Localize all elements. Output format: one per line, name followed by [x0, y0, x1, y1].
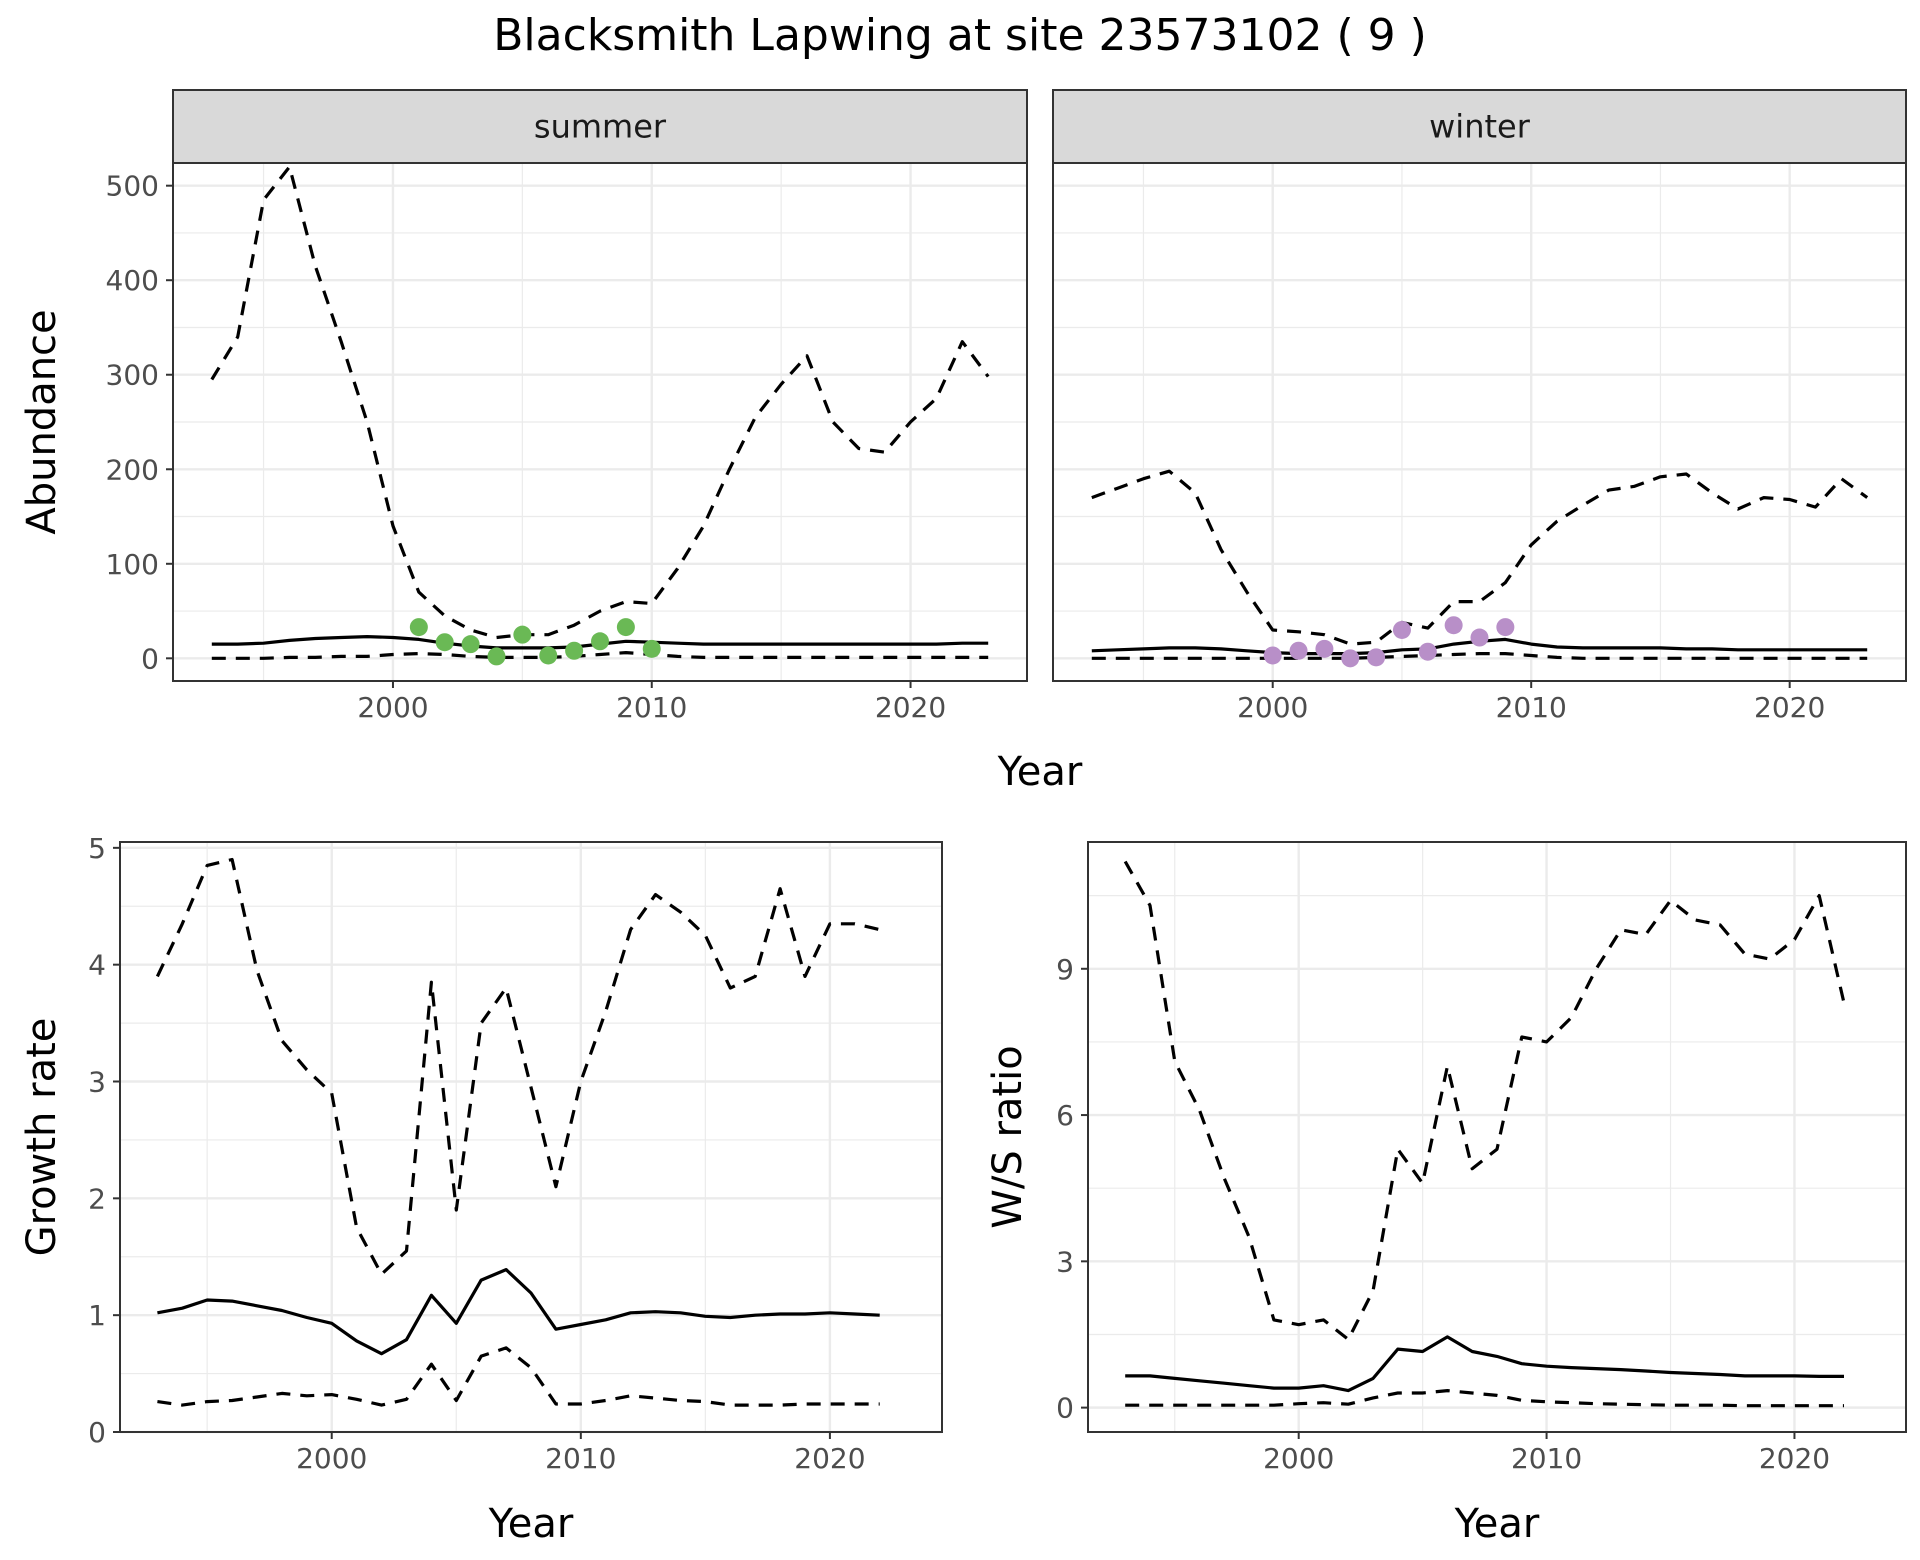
summer-y-axis-title: Abundance — [19, 309, 65, 534]
x-tick-label: 2010 — [1511, 1442, 1582, 1475]
y-tick-label: 4 — [88, 949, 106, 982]
y-tick-label: 9 — [1056, 953, 1074, 986]
y-tick-label: 5 — [88, 832, 106, 865]
y-tick-label: 100 — [106, 548, 159, 581]
winter-observation-point — [1444, 616, 1463, 635]
growth-y-axis-title: Growth rate — [19, 1018, 65, 1257]
x-tick-label: 2000 — [1263, 1442, 1334, 1475]
winter-observation-point — [1418, 642, 1437, 661]
summer-observation-point — [487, 647, 506, 666]
x-tick-label: 2010 — [1496, 691, 1567, 724]
growth-lower-line — [157, 1346, 880, 1407]
summer-observation-point — [539, 646, 558, 665]
ratio-x-axis-title: Year — [1454, 1501, 1540, 1547]
x-tick-label: 2000 — [1237, 691, 1308, 724]
summer-panel: summer 2000 2010 2020 0 100 200 300 400 500 Abunda… — [19, 89, 1028, 724]
y-tick-label: 1 — [88, 1299, 106, 1332]
summer-observation-point — [409, 618, 428, 637]
x-tick-label: 2010 — [545, 1442, 616, 1475]
winter-observation-point — [1392, 620, 1411, 639]
winter-observation-point — [1496, 618, 1515, 637]
growth-panel: 2000 2010 2020 0 1 2 3 4 5 Growth rate Year — [19, 832, 943, 1547]
y-tick-label: 500 — [106, 170, 159, 203]
winter-lower-line — [1091, 652, 1868, 660]
winter-observation-point — [1341, 649, 1360, 668]
x-tick-label: 2000 — [357, 691, 428, 724]
summer-observation-point — [565, 641, 584, 660]
summer-observation-point — [513, 625, 532, 644]
figure-title: Blacksmith Lapwing at site 23573102 ( 9 … — [493, 10, 1427, 61]
y-tick-label: 400 — [106, 264, 159, 297]
y-tick-label: 200 — [106, 453, 159, 486]
summer-lower-line — [211, 651, 989, 660]
ratio-panel: 2000 2010 2020 0 3 6 9 W/S ratio Year — [985, 841, 1907, 1547]
x-tick-label: 2020 — [794, 1442, 865, 1475]
y-tick-label: 6 — [1056, 1099, 1074, 1132]
top-x-axis-title: Year — [997, 749, 1083, 795]
y-tick-label: 0 — [1056, 1392, 1074, 1425]
x-tick-label: 2000 — [296, 1442, 367, 1475]
y-tick-label: 0 — [88, 1416, 106, 1449]
ratio-lower-line — [1125, 1389, 1844, 1408]
growth-mean-line — [157, 1268, 880, 1356]
x-tick-label: 2020 — [1754, 691, 1825, 724]
y-tick-label: 3 — [88, 1066, 106, 1099]
growth-upper-line — [155, 857, 881, 1276]
x-tick-label: 2010 — [616, 691, 687, 724]
winter-strip-label: winter — [1429, 108, 1531, 146]
winter-panel: winter 2000 2010 2020 — [1052, 89, 1907, 724]
y-tick-label: 0 — [141, 642, 159, 675]
x-tick-label: 2020 — [875, 691, 946, 724]
winter-upper-line — [1091, 469, 1869, 646]
growth-panel-border — [119, 841, 943, 1433]
winter-observation-point — [1263, 646, 1282, 665]
winter-observation-point — [1367, 648, 1386, 667]
y-tick-label: 2 — [88, 1182, 106, 1215]
x-tick-label: 2020 — [1759, 1442, 1830, 1475]
ratio-upper-line — [1123, 860, 1846, 1341]
summer-observation-point — [461, 635, 480, 654]
summer-observation-point — [616, 618, 635, 637]
ratio-panel-border — [1087, 841, 1907, 1433]
y-tick-label: 300 — [106, 359, 159, 392]
winter-observation-point — [1289, 641, 1308, 660]
summer-panel-border — [172, 162, 1028, 682]
summer-upper-line — [210, 165, 990, 640]
winter-observation-point — [1315, 639, 1334, 658]
summer-observation-point — [435, 633, 454, 652]
ratio-mean-line — [1125, 1335, 1844, 1393]
summer-observation-point — [642, 639, 661, 658]
summer-observation-point — [591, 632, 609, 651]
growth-x-axis-title: Year — [488, 1501, 574, 1547]
winter-panel-border — [1052, 162, 1907, 682]
ratio-y-axis-title: W/S ratio — [985, 1045, 1031, 1228]
summer-strip-label: summer — [534, 108, 667, 146]
winter-strip — [1052, 89, 1907, 164]
y-tick-label: 3 — [1056, 1245, 1074, 1278]
summer-strip — [172, 89, 1028, 164]
winter-observation-point — [1470, 628, 1489, 647]
